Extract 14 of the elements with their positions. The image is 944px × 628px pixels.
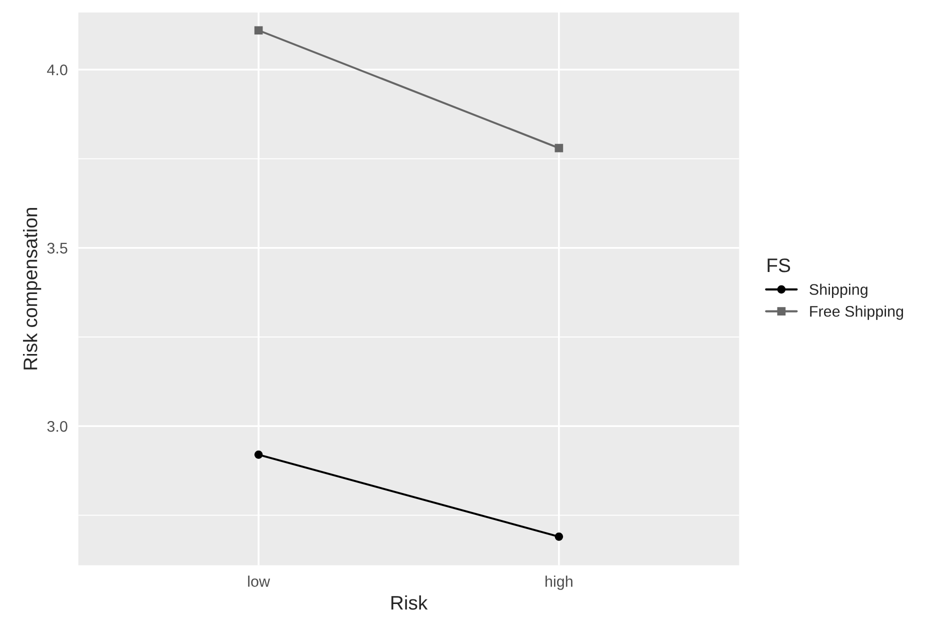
x-tick-label: high	[546, 576, 572, 590]
point	[254, 450, 263, 459]
point	[554, 532, 564, 541]
x-tick-label: low	[248, 576, 270, 587]
y-axis-title: Risk compensation	[23, 208, 42, 370]
x-axis-title: Risk	[391, 595, 428, 610]
point	[554, 144, 564, 152]
legend-label: Free Shipping	[810, 306, 904, 320]
point	[254, 26, 263, 35]
y-tick-label: 3.0	[47, 421, 68, 432]
y-tick-label: 4.0	[47, 64, 68, 76]
y-tick-label: 3.5	[47, 242, 68, 254]
legend-label: Shipping	[810, 284, 868, 298]
legend-title: FS	[768, 258, 790, 272]
